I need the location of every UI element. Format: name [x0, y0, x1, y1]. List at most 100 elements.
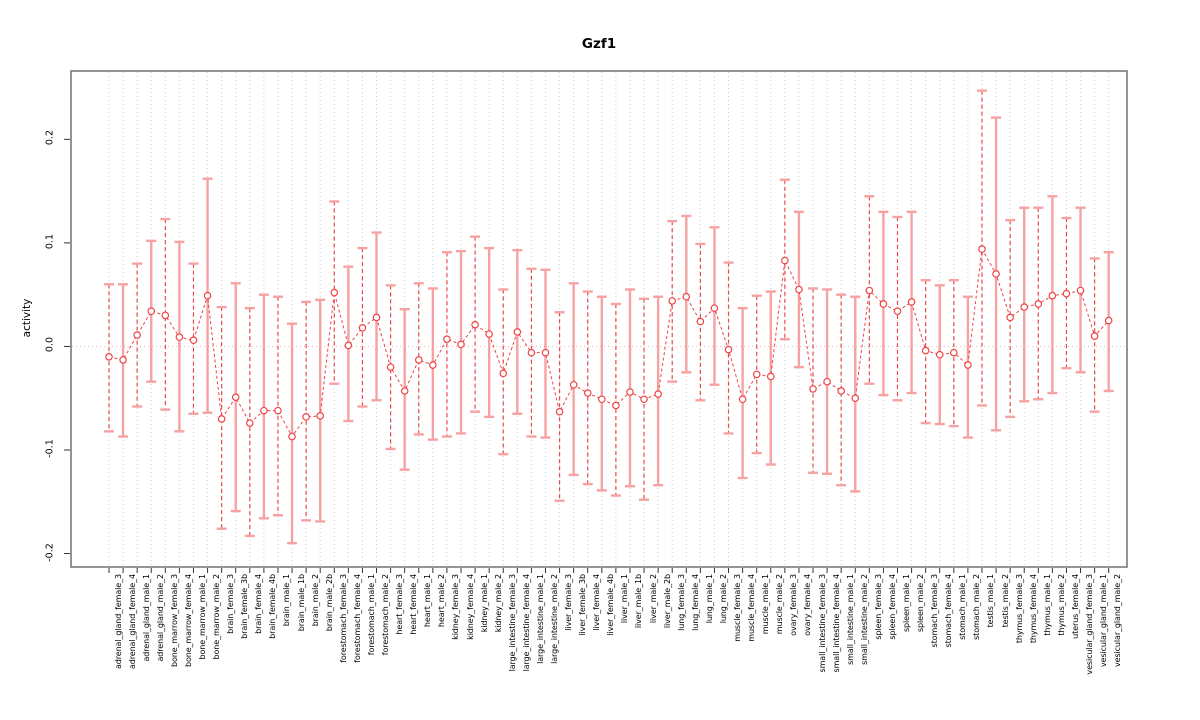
x-tick-label: small_intestine_male_2: [859, 574, 869, 665]
data-point: [260, 406, 268, 415]
x-tick-label: large_intestine_female_3: [507, 574, 517, 672]
x-tick-label: lung_male_1: [704, 574, 714, 624]
data-point: [386, 363, 395, 371]
x-tick-label: spleen_female_3: [873, 574, 883, 640]
x-tick-label: forestomach_male_2: [381, 574, 391, 656]
x-tick-label: forestomach_female_3: [338, 574, 348, 663]
x-tick-label: stomach_female_3: [930, 574, 940, 648]
x-tick-label: liver_female_3: [564, 574, 574, 631]
x-tick-label: kidney_male_1: [479, 574, 489, 633]
x-tick-label: liver_female_4b: [606, 574, 616, 636]
data-point: [682, 292, 691, 301]
x-tick-label: large_intestine_male_1: [535, 574, 545, 664]
data-point: [809, 385, 817, 393]
x-tick-label: thymus_female_3: [1014, 574, 1024, 644]
data-point: [302, 413, 310, 421]
x-tick-label: brain_female_3b: [240, 574, 250, 639]
data-point: [752, 370, 761, 379]
data-point: [443, 335, 451, 343]
plot-frame: [70, 70, 1128, 568]
data-point: [414, 356, 423, 364]
x-tick-label: brain_male_1b: [296, 574, 306, 632]
data-point: [485, 330, 493, 338]
x-tick-label: kidney_male_2: [493, 574, 503, 633]
y-tick-label: -0.2: [44, 542, 56, 562]
data-point: [105, 352, 113, 361]
y-tick-label: -0.1: [44, 439, 56, 458]
data-point: [668, 297, 677, 305]
x-tick-label: adrenal_gland_male_1: [141, 574, 151, 662]
x-tick-label: testis_male_1: [986, 574, 996, 628]
data-point: [429, 361, 437, 369]
data-point: [217, 415, 226, 423]
data-point: [640, 395, 648, 404]
data-point: [823, 377, 831, 386]
data-point: [696, 317, 705, 326]
data-point: [1062, 289, 1071, 298]
x-tick-label: bone_marrow_male_1: [197, 574, 207, 660]
data-point: [330, 288, 339, 297]
x-tick-label: vesicular_gland_female_3: [1085, 574, 1095, 675]
x-tick-label: liver_female_4: [592, 574, 602, 631]
x-tick-label: vesicular_gland_male_2: [1113, 574, 1123, 668]
data-point: [781, 256, 789, 265]
x-tick-label: lung_male_2: [718, 574, 728, 624]
x-tick-label: large_intestine_female_4: [521, 574, 531, 672]
data-point: [513, 328, 522, 336]
data-point: [175, 333, 184, 341]
x-tick-label: brain_female_4b: [268, 574, 278, 639]
x-tick-label: stomach_male_2: [972, 574, 982, 640]
data-point: [978, 245, 986, 253]
x-tick-label: spleen_female_4: [887, 574, 897, 640]
x-tick-label: adrenal_gland_male_2: [155, 574, 165, 662]
x-tick-label: brain_female_4: [254, 574, 264, 634]
x-tick-label: brain_male_2b: [324, 574, 334, 632]
x-tick-label: bone_marrow_female_3: [169, 574, 179, 668]
data-point: [246, 419, 254, 427]
x-tick-label: muscle_male_1: [761, 574, 771, 635]
data-point: [865, 286, 874, 295]
x-tick-label: muscle_female_3: [733, 574, 743, 642]
x-tick-label: brain_male_1: [282, 574, 292, 627]
data-point: [372, 313, 381, 322]
y-tick-label: 0.2: [44, 130, 56, 146]
data-point: [724, 345, 733, 354]
x-tick-label: lung_female_4: [690, 574, 700, 631]
x-tick-label: liver_male_1: [620, 574, 630, 624]
x-tick-label: liver_male_1b: [634, 574, 644, 629]
y-tick-label: 0.1: [44, 233, 56, 249]
data-point: [400, 387, 409, 395]
x-tick-label: brain_male_2: [310, 574, 320, 627]
chart-title: Gzf1: [581, 36, 617, 52]
x-tick-label: stomach_female_4: [944, 574, 954, 648]
data-point: [1076, 286, 1085, 295]
x-tick-label: adrenal_gland_female_3: [113, 574, 123, 670]
data-point: [795, 285, 803, 294]
x-tick-label: forestomach_female_4: [352, 574, 362, 663]
data-point: [203, 291, 212, 300]
x-tick-label: uterus_female_4: [1070, 574, 1080, 639]
data-point: [231, 393, 240, 401]
data-point: [569, 380, 578, 389]
x-tick-label: thymus_female_4: [1028, 574, 1038, 644]
x-tick-label: heart_male_1: [423, 574, 433, 628]
x-tick-label: muscle_female_4: [747, 574, 757, 642]
data-point: [119, 356, 127, 364]
data-point: [710, 304, 719, 312]
data-point: [358, 324, 367, 332]
x-tick-label: small_intestine_male_1: [845, 574, 855, 665]
data-point: [499, 369, 508, 378]
x-tick-label: heart_male_2: [437, 574, 447, 628]
data-point: [527, 348, 536, 357]
data-point: [288, 432, 296, 441]
data-point: [992, 270, 1000, 278]
x-tick-label: ovary_female_3: [789, 574, 799, 636]
data-point: [555, 407, 564, 416]
data-point: [879, 300, 888, 308]
data-point: [907, 298, 916, 306]
x-tick-label: lung_female_3: [676, 574, 686, 631]
x-tick-label: heart_female_4: [409, 574, 419, 635]
x-tick-label: large_intestine_male_2: [549, 574, 559, 664]
data-point: [1104, 316, 1113, 325]
